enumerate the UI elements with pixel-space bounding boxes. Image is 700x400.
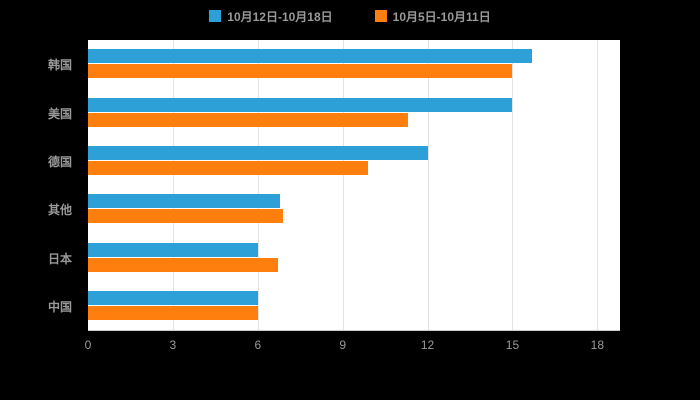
legend-swatch-blue-icon xyxy=(209,10,222,22)
x-tick-label-9: 9 xyxy=(339,338,347,352)
gridline-x6 xyxy=(257,40,259,330)
bar-orange-3 xyxy=(88,160,369,175)
x-tick-label-6: 6 xyxy=(254,338,262,352)
bar-orange-5 xyxy=(88,257,278,272)
category-label-4: 其他 xyxy=(47,203,72,218)
legend-item-week2[interactable]: 10月12日-10月18日 xyxy=(209,8,333,25)
x-tick-label-12: 12 xyxy=(420,338,435,352)
category-label-1: 韩国 xyxy=(47,58,72,73)
bar-blue-4 xyxy=(88,194,281,209)
gridline-x18 xyxy=(597,40,599,330)
gridline-x3 xyxy=(172,40,174,330)
chart-legend: 10月12日-10月18日 10月5日-10月11日 xyxy=(0,6,700,26)
bar-orange-6 xyxy=(88,305,258,320)
legend-label-week1: 10月5日-10月11日 xyxy=(392,9,491,24)
bar-blue-5 xyxy=(88,242,258,257)
bar-orange-2 xyxy=(88,112,408,127)
legend-label-week2: 10月12日-10月18日 xyxy=(227,9,333,24)
gridline-x15 xyxy=(512,40,514,330)
category-label-6: 中国 xyxy=(47,299,72,314)
bar-orange-1 xyxy=(88,64,513,79)
category-label-2: 美国 xyxy=(47,106,72,121)
gridline-x9 xyxy=(342,40,344,330)
bar-orange-4 xyxy=(88,209,284,224)
x-tick-label-15: 15 xyxy=(505,338,520,352)
plot-area xyxy=(88,40,620,331)
bar-blue-6 xyxy=(88,290,258,305)
legend-item-week1[interactable]: 10月5日-10月11日 xyxy=(374,8,491,25)
bar-blue-1 xyxy=(88,49,533,64)
gridline-x12 xyxy=(427,40,429,330)
x-tick-label-0: 0 xyxy=(84,338,92,352)
bar-blue-2 xyxy=(88,97,513,112)
x-tick-label-18: 18 xyxy=(590,338,605,352)
x-tick-label-3: 3 xyxy=(169,338,177,352)
category-label-3: 德国 xyxy=(47,154,72,169)
category-label-5: 日本 xyxy=(47,251,72,266)
legend-swatch-orange-icon xyxy=(374,10,387,22)
bar-blue-3 xyxy=(88,145,428,160)
